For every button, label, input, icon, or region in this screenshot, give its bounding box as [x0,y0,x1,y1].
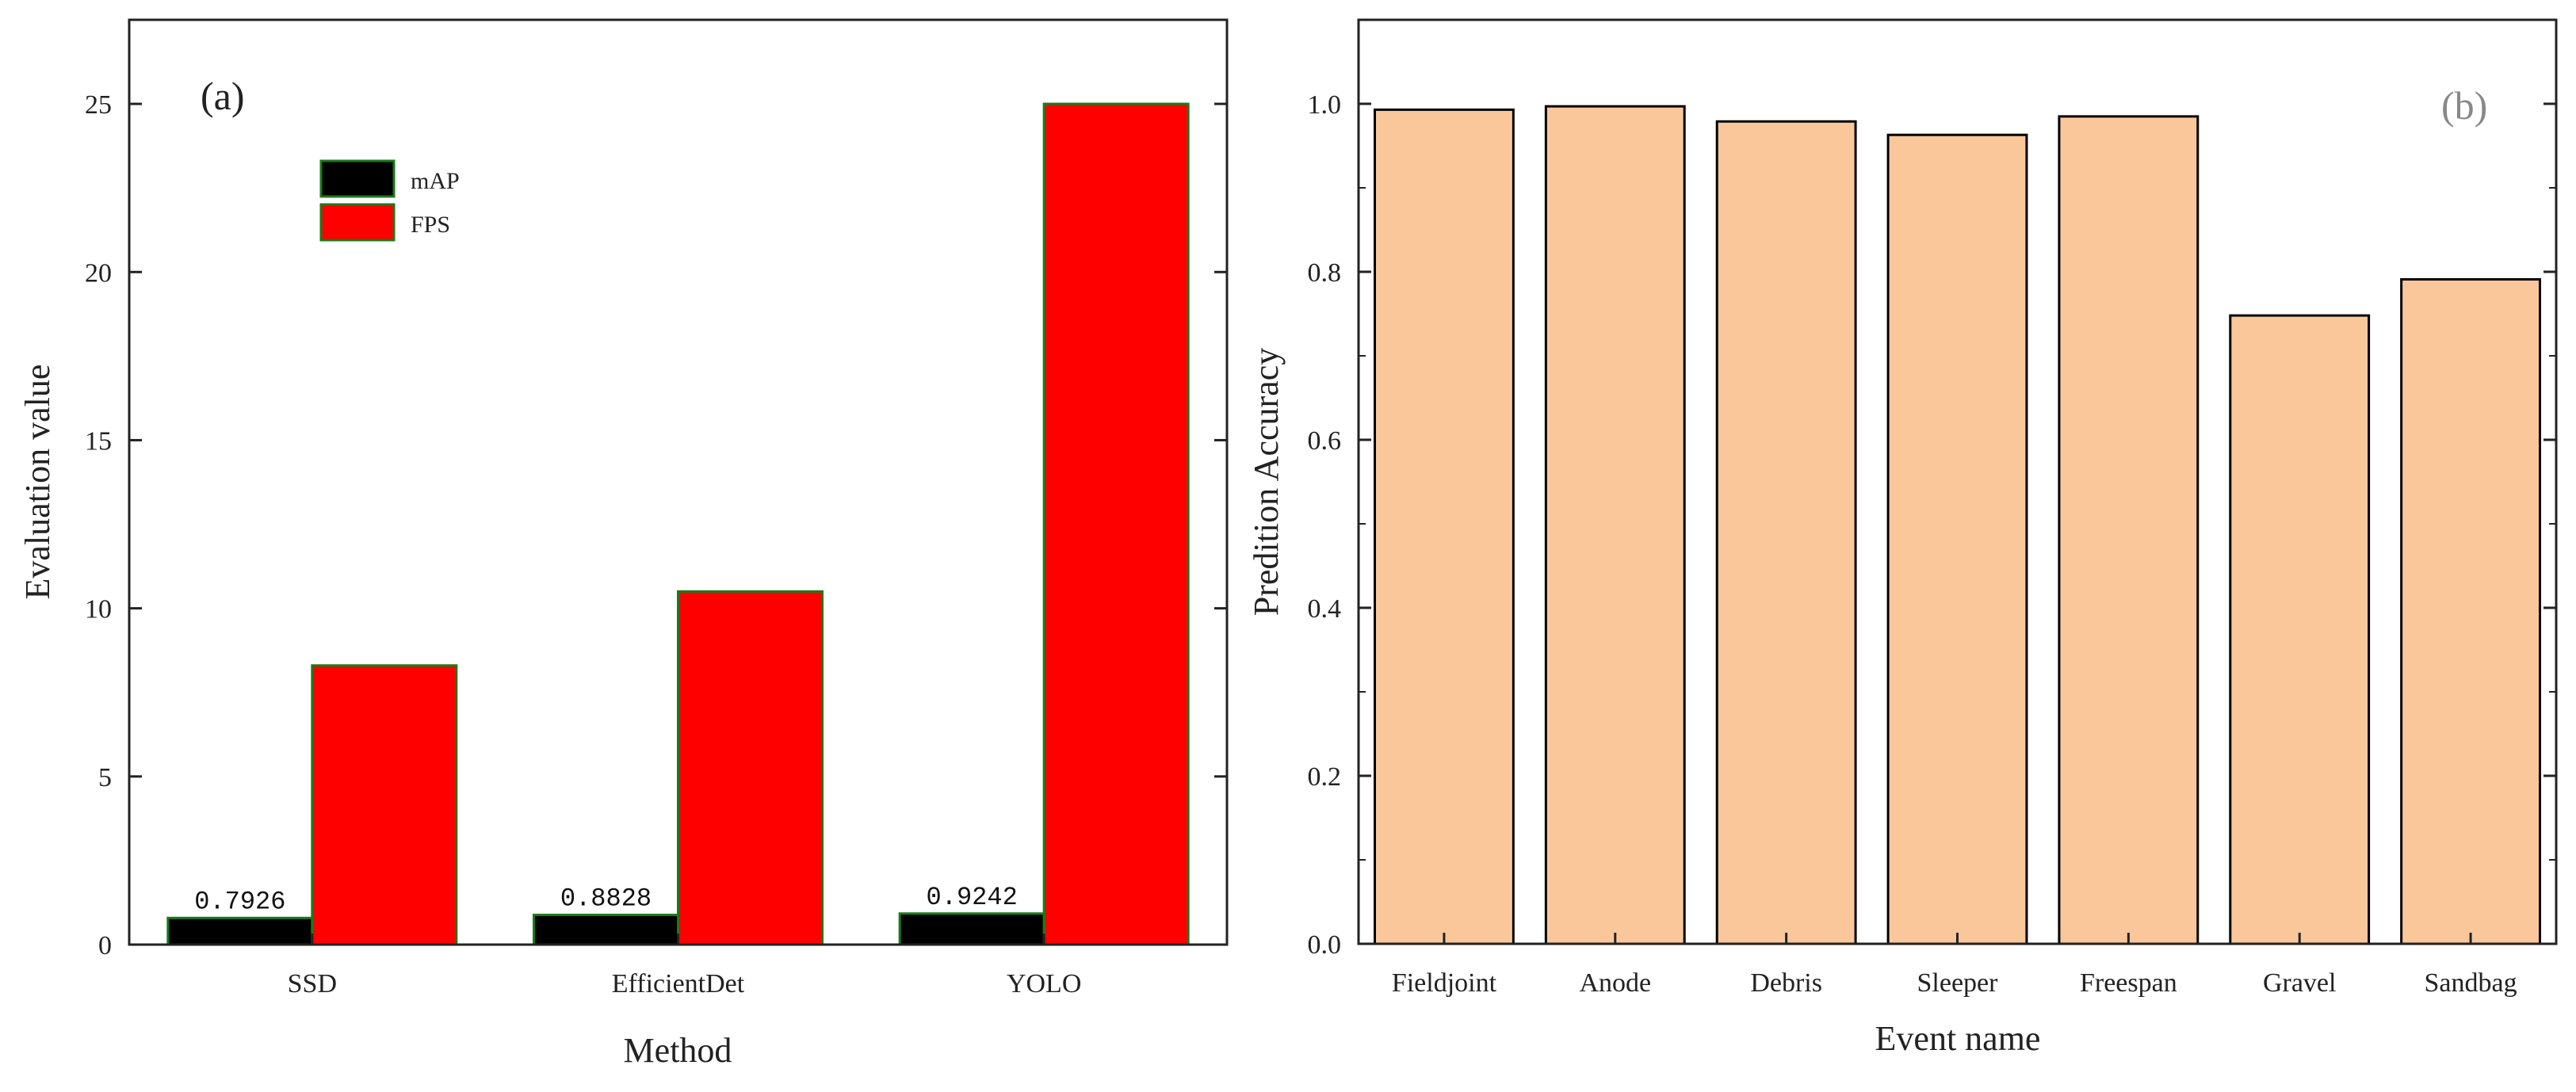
bar-sleeper [1886,133,2028,945]
panel-a-tag: (a) [201,74,245,118]
x-tick-label: Freespan [2080,968,2177,998]
y-tick-label: 0.8 [1308,258,1342,288]
x-tick-label: SSD [288,969,337,998]
bar-gravel [2229,314,2371,945]
bar-fps-yolo [1042,102,1190,946]
panel-a: 0.7926 0.8828 0.9242 SSD EfficientDet YOLO 0 5… [18,18,1229,1070]
panel-a-legend: mAP FPS [319,159,460,242]
bar-sandbag [2400,278,2541,945]
y-tick-label: 0 [98,931,112,960]
y-tick-label: 0.4 [1308,594,1342,624]
x-tick-label: Fieldjoint [1392,968,1497,998]
y-tick-label: 1.0 [1308,90,1342,120]
data-label-map-efficientdet: 0.8828 [560,884,652,914]
panel-b: Fieldjoint Anode Debris Sleeper Freespan Grav… [1247,18,2558,1058]
panel-b-bars [1374,105,2541,945]
x-tick-label: Sandbag [2425,968,2517,998]
panel-b-tag: (b) [2441,83,2487,128]
x-tick-label: Sleeper [1917,968,1999,998]
panel-b-ticks: Fieldjoint Anode Debris Sleeper Freespan Grav… [1308,19,2556,998]
y-tick-label: 10 [85,595,112,624]
y-tick-label: 5 [98,763,112,792]
y-tick-label: 0.0 [1308,930,1342,960]
bar-map-ssd [166,916,314,946]
panel-a-x-axis-title: Method [624,1031,732,1070]
legend-swatch-map [319,159,396,198]
legend-swatch-fps [319,203,396,242]
data-label-map-yolo: 0.9242 [927,883,1018,912]
bar-fps-efficientdet [677,590,824,946]
panel-a-y-axis-title: Evaluation value [18,365,57,600]
bar-anode [1544,105,1686,945]
data-label-map-ssd: 0.7926 [194,887,285,916]
x-tick-label: Debris [1750,968,1822,998]
y-tick-label: 15 [85,426,112,456]
bar-freespan [2058,115,2200,945]
panel-b-y-axis-title: Predition Accuracy [1247,348,1286,616]
y-tick-label: 0.2 [1308,762,1342,792]
bar-map-efficientdet [533,914,679,946]
x-tick-label: YOLO [1007,969,1081,998]
bar-debris [1715,120,1857,945]
panel-a-data-labels: 0.7926 0.8828 0.9242 [194,883,1018,917]
bar-fps-ssd [311,664,458,946]
x-tick-label: Anode [1579,968,1651,998]
panel-b-x-axis-title: Event name [1875,1019,2041,1058]
bar-fieldjoint [1374,108,1515,945]
legend-label-fps: FPS [411,212,450,238]
panel-a-bars [166,102,1190,946]
y-tick-label: 25 [85,90,112,120]
x-tick-label: EfficientDet [612,969,745,998]
bar-map-yolo [898,912,1045,946]
y-tick-label: 0.6 [1308,426,1342,456]
y-tick-label: 20 [85,258,112,288]
legend-label-map: mAP [411,168,460,194]
x-tick-label: Gravel [2263,968,2337,998]
panel-a-ticks: SSD EfficientDet YOLO 0 5 10 15 20 25 [85,90,1227,998]
